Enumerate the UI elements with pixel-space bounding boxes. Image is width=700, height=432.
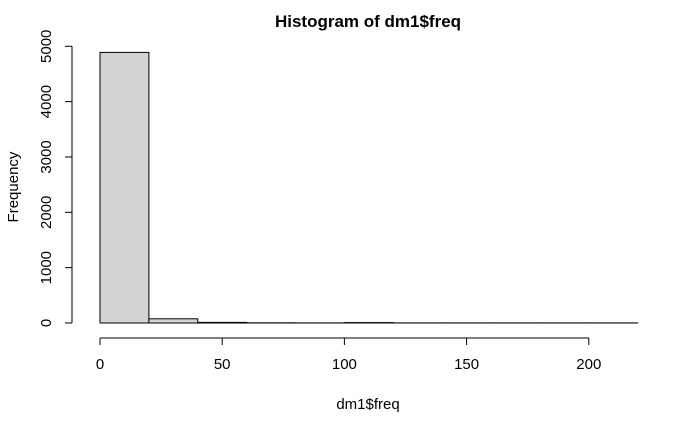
y-axis-label: Frequency [5, 151, 22, 222]
histogram-bar-2 [197, 321, 248, 324]
x-tick-label-4: 200 [576, 356, 601, 373]
x-axis: 0 50 100 150 200 [96, 337, 601, 373]
x-tick-label-1: 50 [214, 356, 231, 373]
y-tick-label-2: 2000 [38, 196, 55, 229]
y-tick-label-3: 3000 [38, 140, 55, 173]
y-tick-label-0: 0 [38, 319, 55, 327]
x-axis-label: dm1$freq [336, 396, 399, 413]
y-axis: 0 1000 2000 3000 4000 5000 [38, 30, 73, 327]
y-tick-label-5: 5000 [38, 30, 55, 63]
histogram-bar-1 [148, 318, 199, 324]
bars-group [99, 51, 639, 324]
x-tick-label-0: 0 [96, 356, 104, 373]
y-tick-label-1: 1000 [38, 251, 55, 284]
x-tick-label-3: 150 [454, 356, 479, 373]
y-tick-label-4: 4000 [38, 85, 55, 118]
chart-title: Histogram of dm1$freq [275, 12, 461, 31]
x-tick-label-2: 100 [332, 356, 357, 373]
histogram-bar-0 [99, 51, 150, 324]
